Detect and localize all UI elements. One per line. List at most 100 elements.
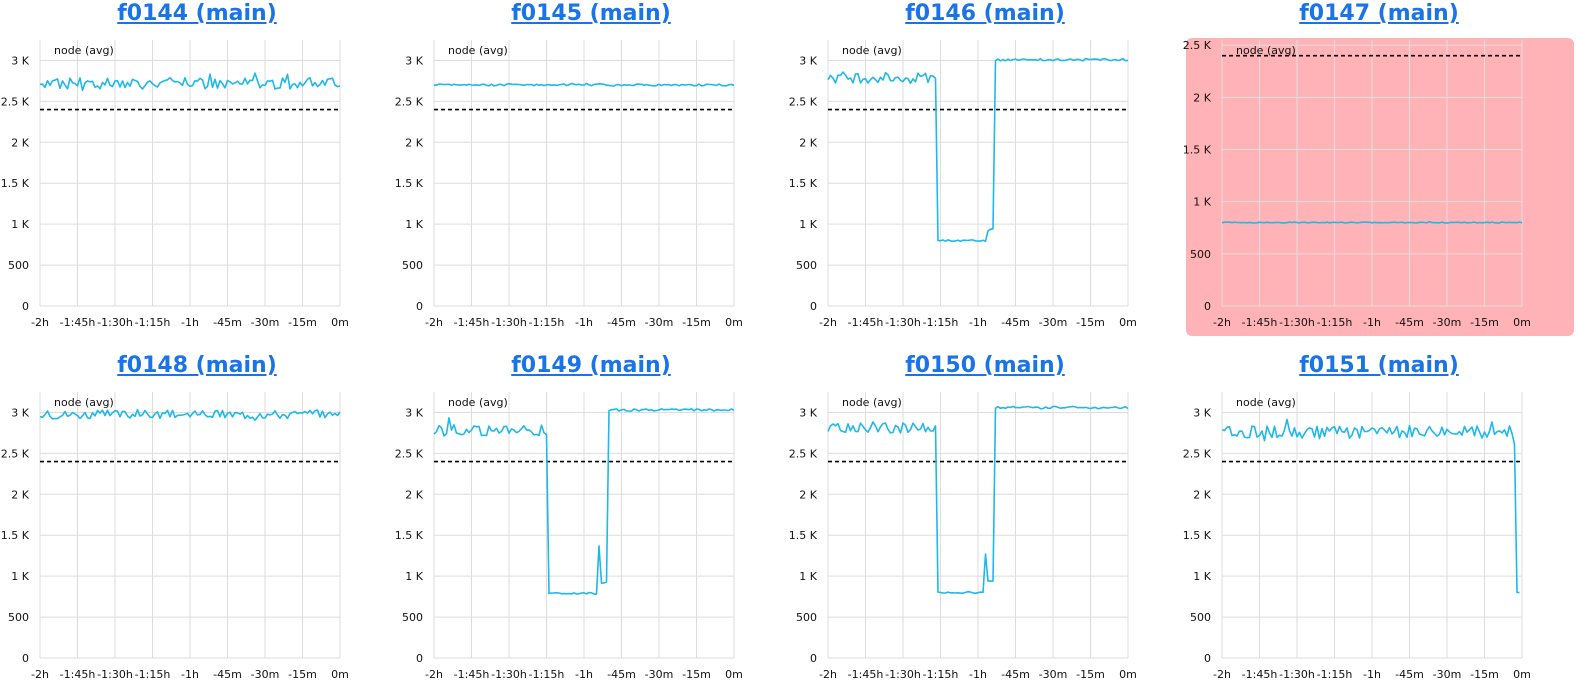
legend-label: node (avg) xyxy=(1236,44,1296,57)
x-tick-label: -30m xyxy=(645,316,674,329)
y-tick-label: 1 K xyxy=(799,218,817,231)
x-tick-label: -1:15h xyxy=(923,316,959,329)
series-line xyxy=(1221,220,1523,224)
y-tick-label: 0 xyxy=(810,300,817,313)
panel-title-link[interactable]: f0146 (main) xyxy=(905,1,1065,26)
y-tick-label: 1.5 K xyxy=(789,177,818,190)
x-tick-label: -1h xyxy=(181,316,199,329)
y-tick-label: 500 xyxy=(796,611,817,624)
chart-panel: f0150 (main) -2h -1:45h -1:30h -1:15h -1h -45m… xyxy=(788,352,1182,696)
x-tick-label: -30m xyxy=(645,668,674,681)
x-tick-label: -1:30h xyxy=(97,316,133,329)
x-tick-label: -1:15h xyxy=(135,668,171,681)
x-tick-label: -1:45h xyxy=(1242,668,1278,681)
x-tick-label: -2h xyxy=(1213,668,1231,681)
legend-label: node (avg) xyxy=(54,44,114,57)
panel-title-link[interactable]: f0147 (main) xyxy=(1299,1,1459,26)
panel-title-link[interactable]: f0149 (main) xyxy=(511,353,671,378)
x-tick-label: 0m xyxy=(725,316,743,329)
x-tick-label: -1:30h xyxy=(1279,668,1315,681)
y-tick-label: 500 xyxy=(402,611,423,624)
x-tick-label: 0m xyxy=(1513,316,1531,329)
x-tick-label: 0m xyxy=(331,316,349,329)
chart-panel: f0149 (main) -2h -1:45h -1:30h -1:15h -1h -45m… xyxy=(394,352,788,696)
x-tick-label: -30m xyxy=(1039,668,1068,681)
x-tick-label: -1h xyxy=(575,668,593,681)
x-tick-label: -1:15h xyxy=(1317,316,1353,329)
panel-title-link[interactable]: f0145 (main) xyxy=(511,1,671,26)
x-tick-label: -15m xyxy=(1470,668,1499,681)
y-tick-label: 500 xyxy=(796,259,817,272)
x-tick-label: -15m xyxy=(1470,316,1499,329)
series-line xyxy=(39,408,341,422)
y-tick-label: 3 K xyxy=(405,406,423,419)
panel-title-link[interactable]: f0151 (main) xyxy=(1299,353,1459,378)
x-tick-label: -45m xyxy=(607,316,636,329)
y-tick-label: 0 xyxy=(1204,300,1211,313)
x-tick-label: -2h xyxy=(819,668,837,681)
chart-svg: -2h -1:45h -1:30h -1:15h -1h -45m -30m -15m 0m 0 5… xyxy=(1183,392,1531,681)
panel-title-link[interactable]: f0148 (main) xyxy=(117,353,277,378)
y-tick-label: 1 K xyxy=(1193,196,1211,209)
series-line xyxy=(827,405,1129,595)
legend-label: node (avg) xyxy=(842,396,902,409)
y-tick-label: 1.5 K xyxy=(1183,529,1212,542)
x-tick-label: -30m xyxy=(1039,316,1068,329)
y-tick-label: 0 xyxy=(22,300,29,313)
panel-title-link[interactable]: f0144 (main) xyxy=(117,1,277,26)
chart-panel: f0151 (main) -2h -1:45h -1:30h -1:15h -1h -45m… xyxy=(1182,352,1576,696)
chart-svg: -2h -1:45h -1:30h -1:15h -1h -45m -30m -15m 0m 0 5… xyxy=(1,392,349,681)
x-tick-label: -1:45h xyxy=(1242,316,1278,329)
y-tick-label: 500 xyxy=(8,611,29,624)
x-tick-label: -2h xyxy=(31,668,49,681)
y-tick-label: 1.5 K xyxy=(1,177,30,190)
x-tick-label: -1h xyxy=(1363,316,1381,329)
chart-svg: -2h -1:45h -1:30h -1:15h -1h -45m -30m -15m 0m 0 5… xyxy=(395,40,743,329)
y-tick-label: 500 xyxy=(1190,248,1211,261)
x-tick-label: -15m xyxy=(1076,316,1105,329)
x-tick-label: -1h xyxy=(969,668,987,681)
y-tick-label: 0 xyxy=(22,652,29,665)
y-tick-label: 2.5 K xyxy=(1,95,30,108)
x-tick-label: -1:15h xyxy=(923,668,959,681)
x-tick-label: -45m xyxy=(213,316,242,329)
y-tick-label: 1 K xyxy=(11,570,29,583)
y-tick-label: 500 xyxy=(1190,611,1211,624)
alert-background xyxy=(1186,38,1574,336)
y-tick-label: 1 K xyxy=(799,570,817,583)
x-tick-label: -2h xyxy=(819,316,837,329)
chart-svg: -2h -1:45h -1:30h -1:15h -1h -45m -30m -15m 0m 0 5… xyxy=(1183,39,1531,329)
chart-svg: -2h -1:45h -1:30h -1:15h -1h -45m -30m -15m 0m 0 5… xyxy=(789,40,1137,329)
chart-panel: f0147 (main) -2h -1:45h -1:30h -1:15h -1h -45m… xyxy=(1182,0,1576,344)
x-tick-label: -1:30h xyxy=(1279,316,1315,329)
legend-label: node (avg) xyxy=(448,44,508,57)
chart-svg: -2h -1:45h -1:30h -1:15h -1h -45m -30m -15m 0m 0 5… xyxy=(395,392,743,681)
chart-panel: f0144 (main) -2h -1:45h -1:30h -1:15h -1h -45m… xyxy=(0,0,394,344)
y-tick-label: 2.5 K xyxy=(789,95,818,108)
x-tick-label: 0m xyxy=(1513,668,1531,681)
x-tick-label: -45m xyxy=(1001,668,1030,681)
chart-svg: -2h -1:45h -1:30h -1:15h -1h -45m -30m -15m 0m 0 5… xyxy=(1,40,349,329)
x-tick-label: -30m xyxy=(251,668,280,681)
series-line xyxy=(433,408,735,595)
x-tick-label: -15m xyxy=(1076,668,1105,681)
y-tick-label: 3 K xyxy=(799,54,817,67)
x-tick-label: -15m xyxy=(682,316,711,329)
legend-label: node (avg) xyxy=(54,396,114,409)
x-tick-label: 0m xyxy=(1119,316,1137,329)
x-tick-label: -2h xyxy=(31,316,49,329)
x-tick-label: -1:15h xyxy=(529,668,565,681)
series-line xyxy=(39,72,341,92)
chart-panel: f0148 (main) -2h -1:45h -1:30h -1:15h -1h -45m… xyxy=(0,352,394,696)
x-tick-label: -1:15h xyxy=(529,316,565,329)
x-tick-label: 0m xyxy=(1119,668,1137,681)
x-tick-label: -1:30h xyxy=(97,668,133,681)
x-tick-label: -1:45h xyxy=(454,316,490,329)
x-tick-label: -2h xyxy=(425,668,443,681)
panel-title-link[interactable]: f0150 (main) xyxy=(905,353,1065,378)
x-tick-label: -1:15h xyxy=(135,316,171,329)
x-tick-label: -1:30h xyxy=(885,668,921,681)
x-tick-label: -30m xyxy=(1433,668,1462,681)
y-tick-label: 3 K xyxy=(11,406,29,419)
